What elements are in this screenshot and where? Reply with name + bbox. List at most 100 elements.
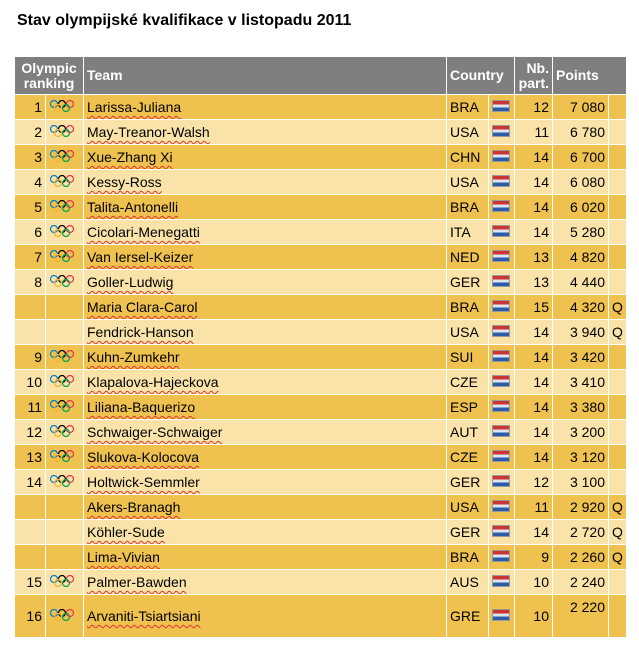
team-cell: Kessy-Ross [83,169,447,195]
team-name: Kessy-Ross [87,174,162,190]
team-name: Schwaiger-Schwaiger [87,424,223,440]
flag-cell [488,269,515,295]
table-row: 8 Goller-Ludwig GER 13 4 440 [14,269,627,295]
country-cell: CZE [446,444,489,470]
team-name: Van Iersel-Keizer [87,249,194,265]
flag-cell [488,144,515,170]
rank-cell: 14 [14,469,46,495]
qualifier-cell [608,144,627,170]
qualifier-cell: Q [608,319,627,345]
team-cell: Larissa-Juliana [83,94,447,120]
rings-cell [45,169,84,195]
qualifier-cell [608,119,627,145]
title: Stav olympijské kvalifikace v listopadu … [17,12,352,29]
team-cell: Maria Clara-Carol [83,294,447,320]
qualifier-cell [608,394,627,420]
team-cell: Klapalova-Hajeckova [83,369,447,395]
rings-cell [45,594,84,638]
rings-cell [45,369,84,395]
participations-cell: 11 [514,494,553,520]
country-cell: AUS [446,569,489,595]
rings-cell [45,244,84,270]
country-cell: GER [446,519,489,545]
flag-icon [492,550,510,562]
rings-cell [45,144,84,170]
table-row: 12 Schwaiger-Schwaiger AUT 14 3 200 [14,419,627,445]
table-row: 13 Slukova-Kolocova CZE 14 3 120 [14,444,627,470]
team-cell: May-Treanor-Walsh [83,119,447,145]
olympic-rings [49,274,75,288]
rank-cell: 15 [14,569,46,595]
olympic-rings [49,149,75,163]
rank-cell: 1 [14,94,46,120]
points-cell: 2 240 [552,569,609,595]
rank-cell: 4 [14,169,46,195]
qualifier-cell [608,244,627,270]
rings-cell [45,394,84,420]
participations-cell: 13 [514,244,553,270]
participations-cell: 12 [514,94,553,120]
rank-cell [14,544,46,570]
participations-cell: 14 [514,344,553,370]
participations-cell: 14 [514,169,553,195]
team-name: Slukova-Kolocova [87,449,200,465]
rings-cell [45,419,84,445]
qualifier-cell [608,194,627,220]
country-cell: USA [446,169,489,195]
flag-cell [488,319,515,345]
rank-cell [14,519,46,545]
rank-cell: 11 [14,394,46,420]
points-cell: 6 700 [552,144,609,170]
rings-cell [45,319,84,345]
rank-cell: 5 [14,194,46,220]
rank-cell [14,494,46,520]
participations-cell: 14 [514,419,553,445]
team-name: Köhler-Sude [87,524,165,540]
rank-cell [14,319,46,345]
rank-cell: 9 [14,344,46,370]
country-cell: BRA [446,94,489,120]
qualifier-cell [608,369,627,395]
team-name: Xue-Zhang Xi [87,149,173,165]
participations-cell: 14 [514,144,553,170]
team-cell: Liliana-Baquerizo [83,394,447,420]
points-cell: 2 720 [552,519,609,545]
flag-cell [488,194,515,220]
qualifier-cell [608,219,627,245]
rings-cell [45,444,84,470]
team-cell: Cicolari-Menegatti [83,219,447,245]
participations-cell: 9 [514,544,553,570]
team-cell: Slukova-Kolocova [83,444,447,470]
flag-icon [492,275,510,287]
country-cell: USA [446,319,489,345]
flag-icon [492,575,510,587]
country-cell: GRE [446,594,489,638]
flag-icon [492,150,510,162]
rank-cell: 8 [14,269,46,295]
points-cell: 3 380 [552,394,609,420]
country-cell: BRA [446,294,489,320]
points-cell: 4 320 [552,294,609,320]
team-cell: Kuhn-Zumkehr [83,344,447,370]
points-cell: 5 280 [552,219,609,245]
flag-cell [488,119,515,145]
flag-cell [488,219,515,245]
participations-cell: 15 [514,294,553,320]
participations-cell: 14 [514,369,553,395]
team-cell: Palmer-Bawden [83,569,447,595]
flag-icon [492,200,510,212]
team-cell: Fendrick-Hanson [83,319,447,345]
points-cell: 6 020 [552,194,609,220]
olympic-rings [49,399,75,413]
olympic-rings [49,574,75,588]
table-row: 4 Kessy-Ross USA 14 6 080 [14,169,627,195]
rings-cell [45,269,84,295]
flag-icon [492,175,510,187]
olympic-rings [49,249,75,263]
qualifier-cell [608,594,627,638]
team-cell: Akers-Branagh [83,494,447,520]
rank-cell [14,294,46,320]
team-cell: Arvaniti-Tsiartsiani [83,594,447,638]
rings-cell [45,344,84,370]
